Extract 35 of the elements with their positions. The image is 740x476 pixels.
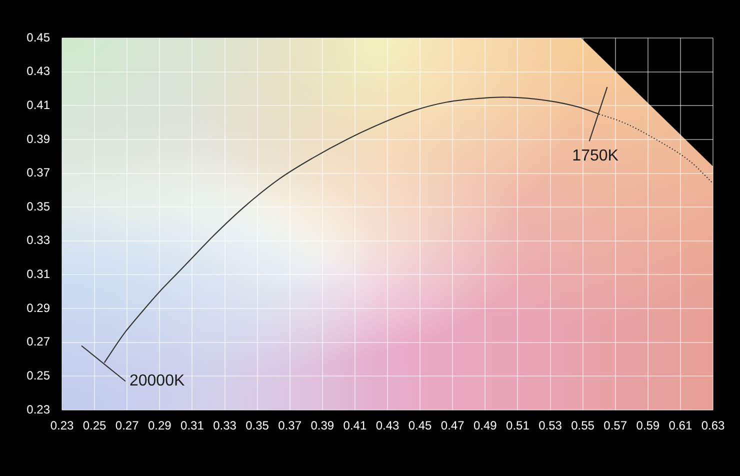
x-tick-label: 0.23: [50, 418, 74, 433]
annotation: 1750K: [572, 148, 619, 165]
x-tick-label: 0.49: [473, 418, 498, 433]
x-tick-label: 0.27: [115, 418, 140, 433]
y-tick-label: 0.35: [26, 199, 50, 214]
annotation: 20000K: [129, 372, 185, 390]
y-tick-label: 0.27: [26, 334, 50, 349]
x-tick-label: 0.61: [668, 418, 692, 433]
y-tick-label: 0.23: [26, 402, 50, 416]
y-tick-label: 0.39: [26, 132, 50, 146]
x-tick-label: 0.25: [82, 418, 107, 433]
x-tick-label: 0.39: [310, 418, 334, 433]
y-tick-label: 0.37: [26, 166, 50, 180]
y-tick-label: 0.41: [26, 98, 50, 112]
y-tick-label: 0.43: [26, 64, 50, 78]
x-tick-label: 0.37: [278, 418, 302, 433]
y-tick-label: 0.45: [26, 30, 50, 44]
x-tick-label: 0.57: [604, 418, 628, 433]
x-tick-label: 0.63: [701, 418, 725, 433]
x-tick-label: 0.31: [180, 418, 204, 433]
y-tick-label: 0.25: [26, 368, 50, 382]
x-tick-label: 0.33: [213, 418, 237, 433]
x-tick-label: 0.55: [571, 418, 595, 433]
x-tick-label: 0.43: [376, 418, 400, 433]
x-tick-label: 0.47: [440, 418, 465, 433]
x-tick-label: 0.29: [148, 418, 172, 433]
x-tick-label: 0.35: [246, 418, 270, 433]
y-tick-label: 0.29: [26, 300, 50, 315]
x-tick-label: 0.45: [408, 418, 432, 433]
x-tick-label: 0.59: [636, 418, 660, 433]
x-tick-label: 0.51: [506, 418, 530, 433]
x-tick-label: 0.41: [343, 418, 367, 433]
x-tick-label: 0.53: [538, 418, 562, 433]
y-tick-label: 0.31: [26, 267, 50, 282]
y-tick-label: 0.33: [26, 233, 50, 248]
